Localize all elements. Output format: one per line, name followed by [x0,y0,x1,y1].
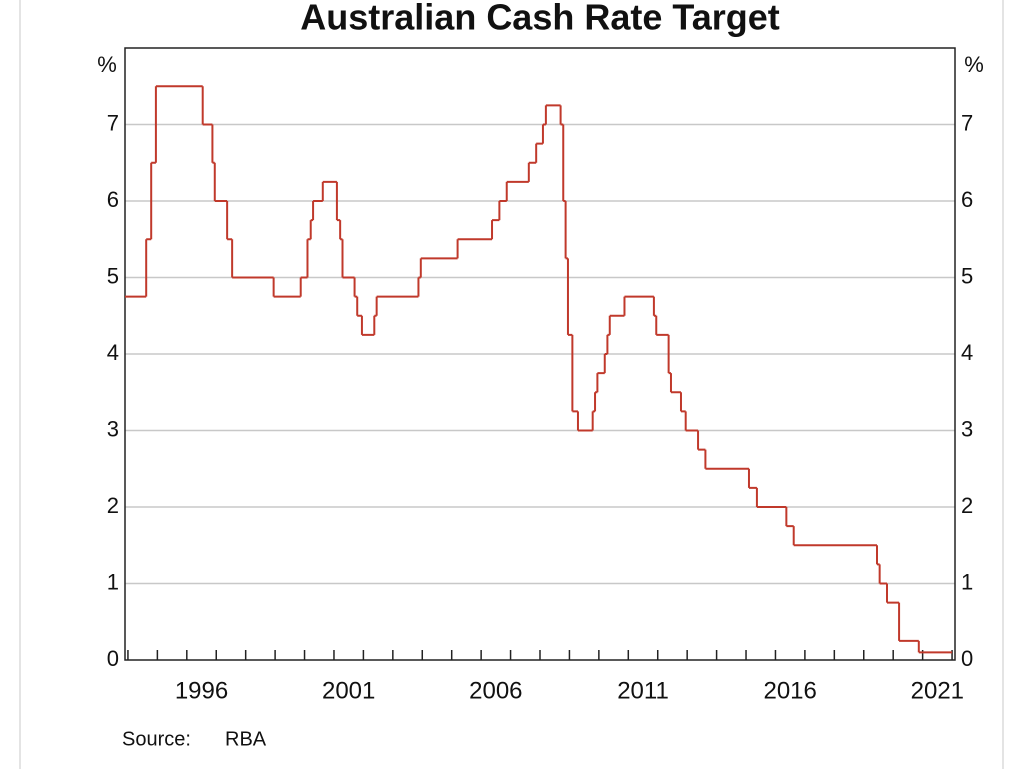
source: RBA [225,728,267,750]
y-tick-label: 6 [107,187,119,212]
x-tick-label: 2011 [617,677,669,704]
x-tick-label: 2001 [322,677,375,704]
plot-frame [124,47,956,661]
y-tick-label: 6 [961,187,973,212]
chart-title: Australian Cash Rate Target [300,0,779,38]
y-tick-label: 4 [961,340,973,365]
y-tick-label: 2 [107,493,119,518]
y-tick-label: 0 [107,646,119,671]
x-tick-label: 2021 [911,677,964,704]
y-tick-label: 0 [961,646,973,671]
y-tick-label: 2 [961,493,973,518]
y-tick-label: 1 [107,569,119,594]
y-tick-label: 1 [961,569,973,594]
y-unit: % [964,52,984,77]
y-unit: % [97,52,117,77]
y-tick-label: 5 [961,263,973,288]
y-tick-label: 7 [107,110,119,135]
x-tick-label: 2006 [469,677,522,704]
x-tick-label: 2016 [763,677,816,704]
y-tick-label: 4 [107,340,119,365]
source-label: Source: [122,728,191,750]
y-tick-label: 7 [961,110,973,135]
x-tick-label: 1996 [175,677,228,704]
y-tick-label: 3 [961,416,973,441]
y-tick-label: 5 [107,263,119,288]
y-tick-label: 3 [107,416,119,441]
